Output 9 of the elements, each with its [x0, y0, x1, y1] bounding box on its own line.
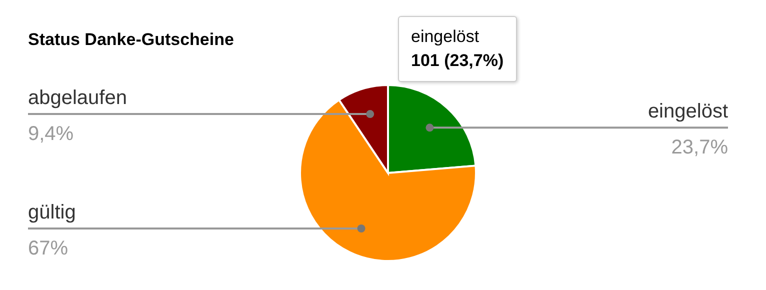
slice-label: abgelaufen [28, 87, 127, 110]
chart-title: Status Danke-Gutscheine [28, 30, 234, 50]
data-label: 23,7% [671, 136, 728, 159]
data-label: 67% [28, 238, 68, 260]
text: 101 (23,7%) [411, 50, 504, 72]
data-label: 9,4% [28, 123, 74, 146]
slice-label: eingelöst [648, 100, 728, 123]
slice-label: gültig [28, 202, 76, 224]
text: eingelöst [411, 26, 480, 48]
